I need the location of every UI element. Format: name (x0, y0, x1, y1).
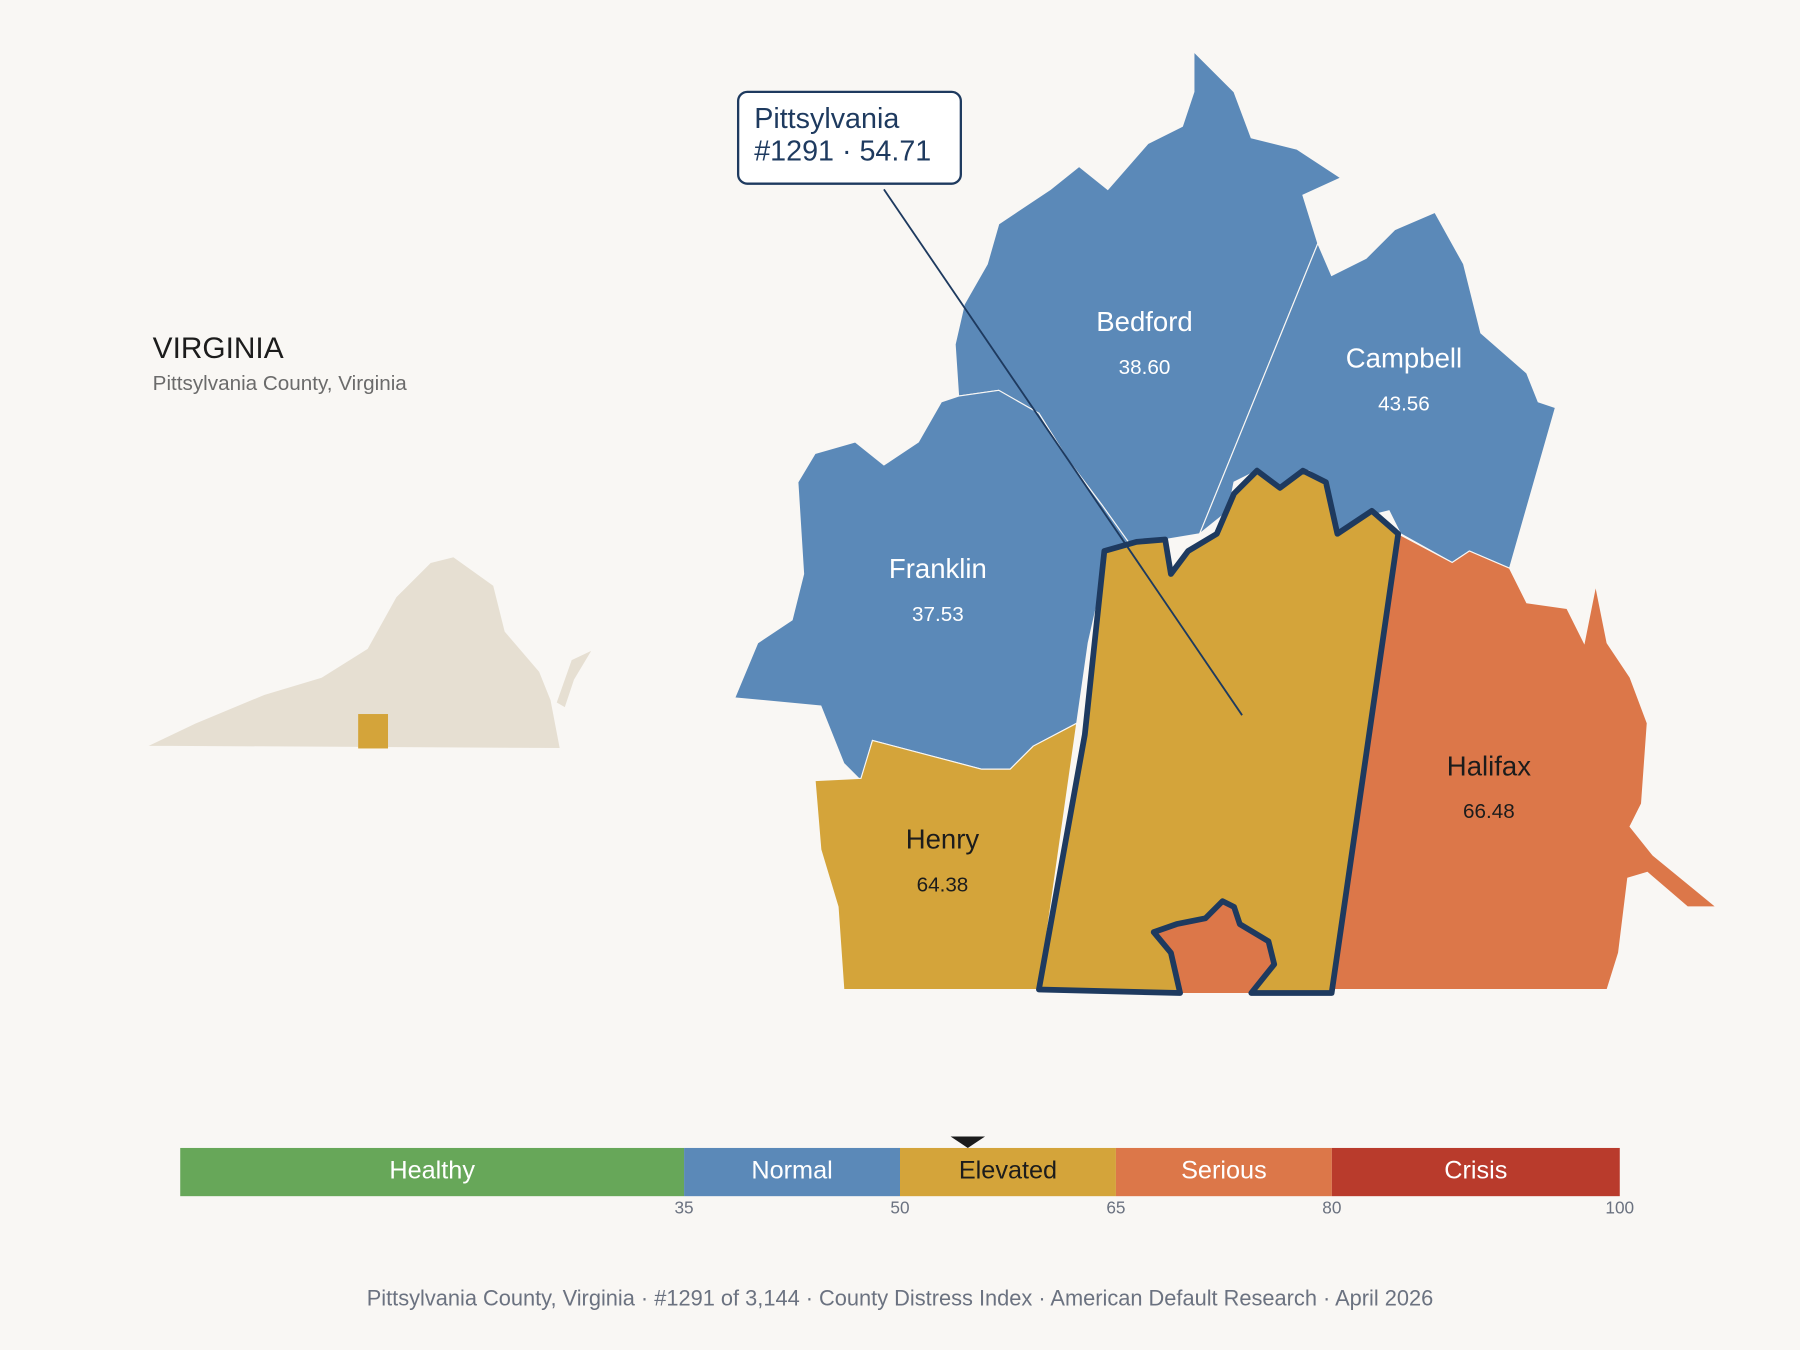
county-name: Halifax (1447, 750, 1531, 781)
county-shape (814, 722, 1078, 991)
state-shape (146, 556, 561, 749)
county-value: 43.56 (1378, 393, 1430, 416)
callout-box (736, 90, 962, 185)
callout-detail: #1291 · 54.71 (754, 135, 931, 167)
scale-tick-label: 50 (890, 1197, 909, 1217)
scale-tick-label: 80 (1322, 1197, 1341, 1217)
scale-band-label: Serious (1181, 1157, 1267, 1185)
scale-tick-label: 65 (1106, 1197, 1125, 1217)
focus-outline (1036, 467, 1402, 996)
scale-band (900, 1147, 1116, 1197)
county-name: Bedford (1096, 306, 1192, 337)
scale-band (684, 1147, 900, 1197)
callout-name: Pittsylvania (754, 103, 899, 135)
state-subtitle: Pittsylvania County, Virginia (153, 372, 408, 395)
scale-marker (950, 1136, 986, 1148)
callout-leader (883, 188, 1243, 716)
county-name: Campbell (1346, 343, 1462, 374)
scale-tick-label: 35 (674, 1197, 693, 1217)
state-shore (556, 650, 592, 708)
scale-band-label: Crisis (1444, 1157, 1507, 1185)
county-name: Franklin (889, 553, 987, 584)
county-value: 66.48 (1463, 800, 1515, 823)
focus-county (1038, 470, 1399, 993)
scale-band-label: Normal (751, 1157, 832, 1185)
county-value: 38.60 (1119, 356, 1171, 379)
scale-band-label: Elevated (959, 1157, 1057, 1185)
footer: Pittsylvania County, Virginia · #1291 of… (367, 1285, 1434, 1310)
county-value: 37.53 (912, 603, 964, 626)
county-value: 64.38 (917, 874, 969, 897)
county-shape (1330, 532, 1718, 991)
state-title: VIRGINIA (153, 332, 284, 365)
scale-band (180, 1147, 685, 1197)
scale-band-label: Healthy (389, 1157, 475, 1185)
county-name: Henry (906, 824, 980, 855)
scale-tick-label: 100 (1605, 1197, 1634, 1217)
inset-highlight (358, 714, 389, 749)
scale-band (1115, 1147, 1332, 1197)
scale-band (1331, 1147, 1620, 1197)
